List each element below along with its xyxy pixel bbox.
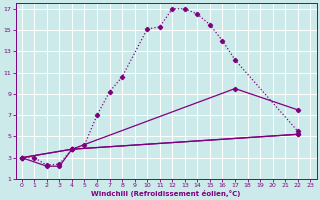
X-axis label: Windchill (Refroidissement éolien,°C): Windchill (Refroidissement éolien,°C) (91, 190, 241, 197)
